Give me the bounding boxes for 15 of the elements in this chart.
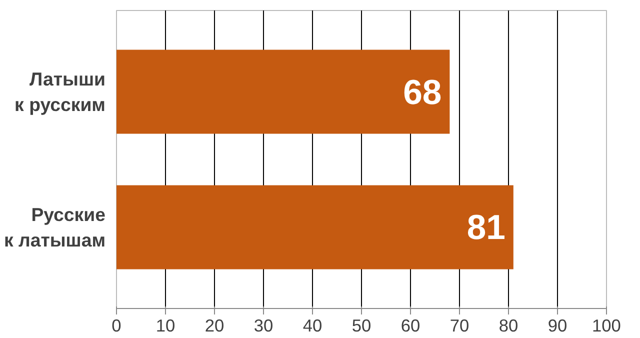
x-tick-label: 60 xyxy=(400,316,420,336)
y-tick-label: Латыши к русским xyxy=(14,68,106,115)
y-tick-label: Русские к латышам xyxy=(4,204,106,250)
x-tick-label: 100 xyxy=(592,316,621,336)
x-tick-label: 20 xyxy=(204,316,224,336)
data-label: 68 xyxy=(403,74,442,112)
x-tick-label: 90 xyxy=(548,316,568,336)
x-tick-label: 70 xyxy=(450,316,470,336)
x-tick-label: 50 xyxy=(352,316,372,336)
x-tick-label: 0 xyxy=(112,316,122,336)
x-tick-label: 30 xyxy=(254,316,274,336)
x-tick-label: 10 xyxy=(156,316,176,336)
x-tick-label: 80 xyxy=(498,316,518,336)
x-tick-label: 40 xyxy=(302,316,322,336)
data-label: 81 xyxy=(466,209,506,248)
